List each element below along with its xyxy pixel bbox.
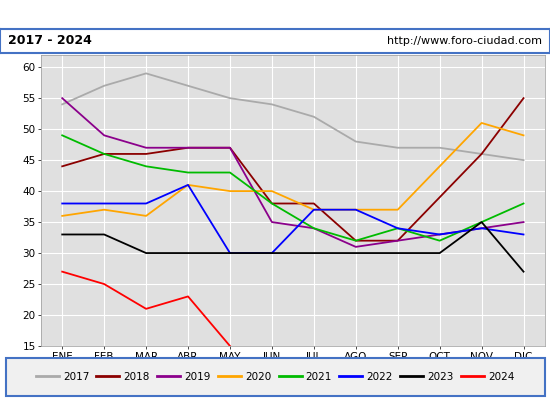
Text: 2017 - 2024: 2017 - 2024 (8, 34, 92, 47)
FancyBboxPatch shape (6, 358, 544, 396)
Text: Evolucion del paro registrado en O Páramo: Evolucion del paro registrado en O Páram… (103, 6, 447, 22)
Legend: 2017, 2018, 2019, 2020, 2021, 2022, 2023, 2024: 2017, 2018, 2019, 2020, 2021, 2022, 2023… (31, 368, 519, 386)
Text: http://www.foro-ciudad.com: http://www.foro-ciudad.com (387, 36, 542, 46)
